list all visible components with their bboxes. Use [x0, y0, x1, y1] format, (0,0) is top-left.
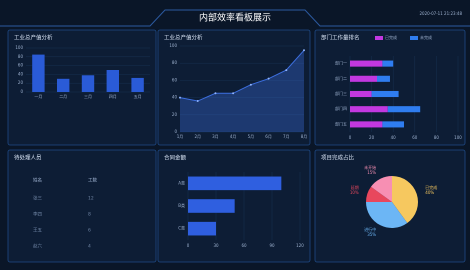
y-tick-label: 60	[172, 77, 178, 82]
y-tick-label: 部门三	[335, 90, 347, 96]
x-tick-label: 4月	[230, 134, 237, 139]
bar-segment	[350, 76, 377, 82]
y-tick-label: 100	[169, 43, 177, 48]
x-tick-label: 8月	[301, 134, 308, 139]
panel-title: 部门工作量排名	[321, 34, 360, 42]
bar-segment	[388, 106, 420, 112]
table-cell: 8	[88, 212, 91, 218]
x-tick-label: 三月	[84, 94, 92, 99]
point	[232, 92, 234, 94]
bar-segment	[350, 91, 372, 97]
y-tick-label: 40	[172, 95, 178, 100]
x-tick-label: 40	[391, 135, 397, 140]
dashboard: 内部效率看板展示 2020-07-11 21:23:48 工业总产值分析 0 20 4…	[0, 0, 470, 270]
x-tick-label: 3月	[212, 134, 219, 139]
page: {"header": {"title": "内部效率看板展示", "time":…	[0, 0, 470, 270]
point	[303, 49, 305, 51]
panel-title: 项目完成占比	[321, 154, 355, 162]
point	[214, 92, 216, 94]
y-tick-label: 80	[172, 60, 178, 65]
x-tick-label: 1月	[177, 134, 184, 139]
bar-segment	[350, 106, 388, 112]
legend-label: 未完成	[420, 34, 432, 40]
x-tick-label: 五月	[134, 94, 142, 99]
table-cell: 6	[88, 228, 91, 234]
point	[250, 84, 252, 86]
value-label: 15%	[367, 170, 376, 175]
y-tick-label: B类	[178, 202, 185, 208]
table-header: 姓名	[33, 177, 42, 184]
table-cell: 张三	[33, 195, 42, 202]
panel-title: 待处理人员	[14, 154, 42, 162]
table-cell: 4	[88, 244, 91, 250]
value-label: 35%	[367, 232, 376, 237]
bar	[107, 70, 119, 92]
point	[268, 78, 270, 80]
x-tick-label: 四月	[109, 94, 117, 99]
x-tick-label: 120	[296, 243, 304, 248]
legend-swatch	[375, 36, 383, 40]
value-label: 40%	[425, 190, 434, 195]
x-tick-label: 一月	[34, 94, 42, 99]
bar-segment	[350, 121, 382, 127]
point	[197, 100, 199, 102]
x-tick-label: 60	[241, 243, 247, 248]
bar	[188, 222, 216, 236]
x-tick-label: 100	[454, 135, 462, 140]
y-tick-label: 80	[18, 54, 24, 59]
bar-segment	[382, 121, 404, 127]
x-tick-label: 60	[412, 135, 418, 140]
y-tick-label: A类	[178, 179, 185, 185]
bar-segment	[382, 61, 393, 67]
bar-segment	[350, 61, 382, 67]
x-tick-label: 7月	[283, 134, 290, 139]
panel	[8, 150, 156, 262]
panel-title: 工业总产值分析	[164, 34, 203, 42]
x-tick-label: 30	[213, 243, 219, 248]
panel-title: 合同金额	[164, 154, 187, 162]
page-title: 内部效率看板展示	[199, 12, 271, 24]
panel-title: 工业总产值分析	[14, 34, 53, 42]
x-tick-label: 5月	[248, 134, 255, 139]
legend-swatch	[410, 36, 418, 40]
table-header: 工数	[88, 177, 97, 184]
body: 内部效率看板展示 2020-07-11 21:23:48 工业总产值分析 0 20 4…	[0, 0, 470, 270]
y-tick-label: 20	[172, 112, 178, 117]
x-tick-label: 0	[349, 135, 352, 140]
x-tick-label: 0	[187, 243, 190, 248]
y-tick-label: 60	[18, 63, 24, 68]
y-tick-label: 40	[18, 71, 24, 76]
x-tick-label: 2月	[194, 134, 201, 139]
legend-label: 已完成	[385, 34, 397, 40]
bar	[188, 177, 281, 191]
bar	[131, 78, 143, 92]
point	[179, 97, 181, 99]
x-tick-label: 6月	[265, 134, 272, 139]
y-tick-label: 部门五	[335, 120, 347, 126]
table-cell: 赵六	[33, 243, 42, 250]
value-label: 10%	[350, 190, 359, 195]
y-tick-label: 部门二	[335, 75, 347, 81]
y-tick-label: 部门一	[335, 60, 347, 66]
bar-segment	[377, 76, 390, 82]
bar	[82, 75, 94, 92]
y-tick-label: 100	[15, 45, 23, 50]
x-tick-label: 90	[269, 243, 275, 248]
point	[285, 69, 287, 71]
bar	[57, 79, 69, 92]
time: 2020-07-11 21:23:48	[420, 11, 463, 16]
bar	[32, 55, 44, 92]
x-tick-label: 二月	[59, 94, 67, 99]
bar	[188, 199, 235, 213]
x-tick-label: 80	[434, 135, 440, 140]
y-tick-label: 部门四	[335, 105, 347, 111]
bar-segment	[372, 91, 399, 97]
table-cell: 李四	[33, 211, 42, 218]
table-cell: 王五	[33, 228, 42, 234]
y-tick-label: C类	[178, 225, 185, 231]
table-cell: 12	[88, 196, 94, 202]
x-tick-label: 20	[369, 135, 375, 140]
y-tick-label: 20	[18, 80, 24, 85]
panel	[315, 30, 465, 145]
